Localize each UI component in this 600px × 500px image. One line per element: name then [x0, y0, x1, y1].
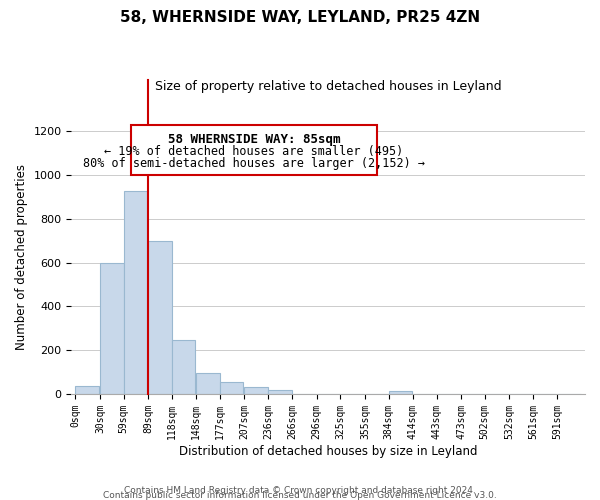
Text: Contains HM Land Registry data © Crown copyright and database right 2024.: Contains HM Land Registry data © Crown c… — [124, 486, 476, 495]
Bar — [76, 386, 99, 394]
Bar — [196, 373, 220, 394]
Text: 80% of semi-detached houses are larger (2,152) →: 80% of semi-detached houses are larger (… — [83, 156, 425, 170]
Bar — [172, 340, 196, 394]
Text: 58, WHERNSIDE WAY, LEYLAND, PR25 4ZN: 58, WHERNSIDE WAY, LEYLAND, PR25 4ZN — [120, 10, 480, 25]
Bar — [220, 382, 244, 394]
Bar — [124, 190, 147, 394]
Text: 58 WHERNSIDE WAY: 85sqm: 58 WHERNSIDE WAY: 85sqm — [168, 132, 340, 145]
Bar — [100, 262, 124, 394]
Text: ← 19% of detached houses are smaller (495): ← 19% of detached houses are smaller (49… — [104, 144, 404, 158]
Bar — [389, 392, 412, 394]
Bar — [148, 241, 172, 394]
Y-axis label: Number of detached properties: Number of detached properties — [15, 164, 28, 350]
Bar — [244, 388, 268, 394]
X-axis label: Distribution of detached houses by size in Leyland: Distribution of detached houses by size … — [179, 444, 478, 458]
Text: Contains public sector information licensed under the Open Government Licence v3: Contains public sector information licen… — [103, 490, 497, 500]
Bar — [268, 390, 292, 394]
Bar — [131, 125, 377, 175]
Title: Size of property relative to detached houses in Leyland: Size of property relative to detached ho… — [155, 80, 502, 93]
